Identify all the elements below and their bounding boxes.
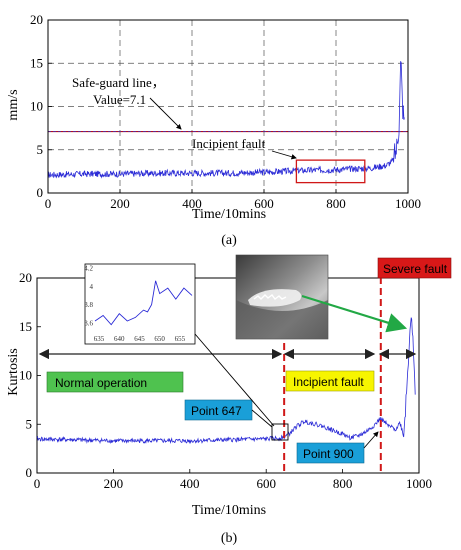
incipient-fault-label: Incipient fault [293, 375, 364, 389]
bearing-defect-photo [235, 254, 329, 340]
severe-fault-label: Severe fault [383, 262, 448, 276]
inset-series-line [94, 280, 193, 326]
incipient-fault-box [295, 159, 366, 184]
point-900-label: Point 900 [303, 447, 354, 461]
chart-a-series-line [47, 61, 405, 179]
severe-pointer-arrow [301, 294, 408, 333]
chart-a-xtick-label: 400 [182, 196, 202, 211]
chart-b-xtick-label: 0 [34, 476, 41, 491]
point-647-connector [251, 409, 273, 428]
panel-label-b: (b) [221, 531, 238, 546]
chart-b-ylabel: Kurtosis [6, 348, 21, 395]
safeguard-label-line1: Safe-guard line， [72, 75, 165, 90]
inset-pointer [194, 333, 275, 427]
severe-fault-badge [377, 257, 452, 279]
normal-operation-badge [46, 371, 184, 393]
safeguard-label-line2: Value=7.1 [93, 92, 146, 107]
chart-b-ytick-label: 10 [19, 368, 32, 383]
chart-b-ytick-label: 20 [19, 270, 32, 285]
incipient-label-a: Incipient fault [192, 136, 266, 151]
inset-ytick-label: 4 [90, 283, 94, 291]
point-900-badge [296, 442, 365, 464]
incipient-fault-badge [285, 370, 375, 392]
inset-xtick-label: 645 [134, 335, 145, 343]
chart-a-xtick-label: 800 [326, 196, 346, 211]
chart-b-xtick-label: 600 [256, 476, 276, 491]
chart-b-ytick-label: 5 [26, 416, 33, 431]
chart-a-ytick-label: 20 [30, 12, 43, 27]
chart-b: 0 200 400 600 800 1000 0 5 10 15 20 Normal operati… [6, 254, 452, 546]
chart-a-xtick-label: 1000 [395, 196, 421, 211]
chart-b-ticks: 0 200 400 600 800 1000 0 5 10 15 20 [19, 270, 432, 491]
point-900-connector [363, 431, 379, 449]
chart-a-xtick-label: 600 [254, 196, 274, 211]
zoom-inset: 635 640 645 650 655 4.2 4 3.8 3.6 [84, 263, 196, 345]
chart-b-ytick-label: 15 [19, 319, 32, 334]
inset-xtick-label: 650 [154, 335, 165, 343]
point-647-marker [271, 423, 289, 441]
inset-xtick-label: 655 [175, 335, 186, 343]
chart-b-series-line [36, 317, 416, 445]
safeguard-pointer [149, 97, 182, 130]
chart-b-xtick-label: 200 [104, 476, 124, 491]
chart-b-xtick-label: 400 [180, 476, 200, 491]
chart-b-xlabel: Time/10mins [192, 503, 266, 518]
point-647-label: Point 647 [191, 404, 242, 418]
chart-a-ylabel: mm/s [6, 89, 21, 120]
chart-a-ytick-label: 0 [37, 185, 44, 200]
chart-a-xtick-label: 200 [110, 196, 130, 211]
inset-xtick-label: 640 [114, 335, 125, 343]
chart-a-xtick-label: 0 [45, 196, 52, 211]
panel-label-a: (a) [221, 233, 237, 248]
chart-b-ytick-label: 0 [26, 465, 33, 480]
chart-a: 0 200 400 600 800 1000 0 5 10 15 20 Safe-guard lin… [6, 12, 421, 248]
chart-a-ticks: 0 200 400 600 800 1000 0 5 10 15 20 [30, 12, 421, 211]
chart-a-grid [48, 20, 408, 193]
inset-ytick-label: 4.2 [84, 265, 93, 273]
chart-a-xlabel: Time/10mins [192, 207, 266, 222]
inset-ticks: 635 640 645 650 655 4.2 4 3.8 3.6 [84, 265, 185, 344]
chart-a-ytick-label: 10 [30, 99, 43, 114]
chart-a-ytick-label: 5 [37, 142, 44, 157]
chart-a-ytick-label: 15 [30, 55, 43, 70]
inset-ytick-label: 3.6 [84, 319, 93, 327]
inset-xtick-label: 635 [94, 335, 105, 343]
incipient-pointer-a [271, 150, 297, 160]
normal-operation-label: Normal operation [55, 376, 147, 390]
inset-ytick-label: 3.8 [84, 301, 93, 309]
inset-frame [84, 263, 196, 345]
chart-b-xtick-label: 1000 [406, 476, 432, 491]
chart-b-xtick-label: 800 [333, 476, 353, 491]
